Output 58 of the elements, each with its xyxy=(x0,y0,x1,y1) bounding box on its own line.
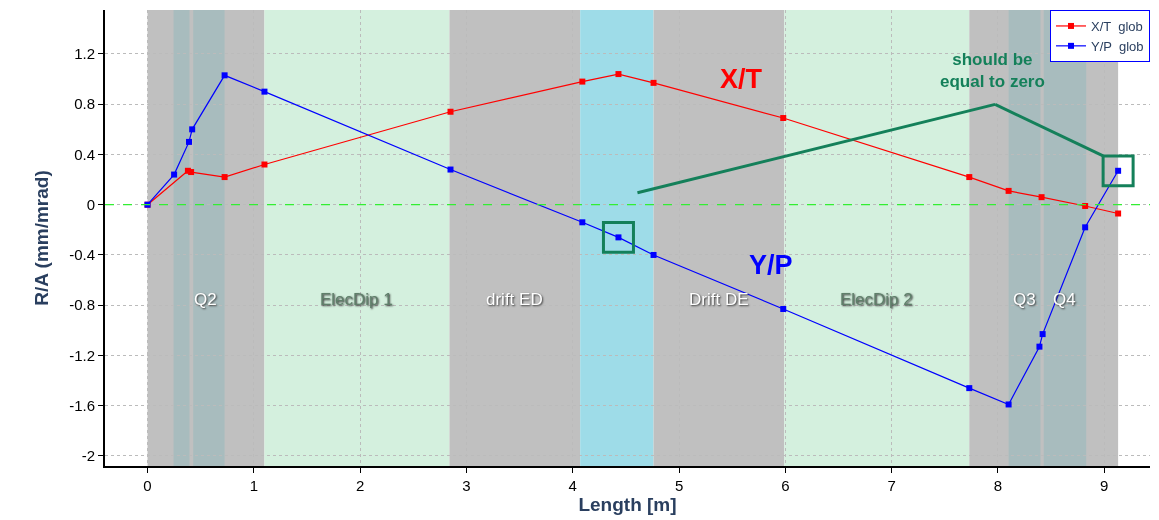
point xyxy=(1082,224,1089,231)
point xyxy=(447,108,454,115)
x-tick-label: 4 xyxy=(568,477,577,494)
x-tick-label: 7 xyxy=(887,477,896,494)
band-label: drift ED xyxy=(486,290,543,309)
point xyxy=(1115,210,1122,217)
y-tick-label: -0.4 xyxy=(69,246,95,264)
y-tick-label: 0 xyxy=(86,195,95,213)
band-label: ElecDip 2 xyxy=(840,290,913,309)
point xyxy=(579,219,586,226)
point xyxy=(1039,331,1046,338)
x-tick-label: 9 xyxy=(1100,477,1109,494)
point xyxy=(221,72,228,79)
y-tick-label: -2 xyxy=(81,447,95,465)
point xyxy=(780,115,787,122)
x-tick-label: 5 xyxy=(674,477,684,494)
y-tick-label: 0.4 xyxy=(74,145,95,163)
point xyxy=(221,174,228,181)
x-tick-label: 6 xyxy=(781,477,790,494)
x-axis-title: Length [m] xyxy=(578,494,677,515)
y-tick-label: -0.8 xyxy=(69,296,95,314)
y-tick-label: 0.8 xyxy=(74,95,95,113)
point xyxy=(579,78,586,85)
point xyxy=(1005,401,1012,408)
point xyxy=(1005,187,1012,194)
point xyxy=(261,161,268,168)
annotation: Y/P xyxy=(749,250,793,280)
band-label: ElecDip 1 xyxy=(320,290,393,309)
point xyxy=(261,88,268,95)
point xyxy=(171,171,178,178)
x-tick-label: 0 xyxy=(143,477,152,494)
point xyxy=(615,71,622,78)
point xyxy=(966,385,973,392)
legend-label: X/T glob xyxy=(1091,19,1143,35)
point xyxy=(188,169,195,176)
point xyxy=(650,79,657,86)
y-axis-title: R/A (mm/mrad) xyxy=(31,170,53,306)
band-label: Q3 xyxy=(1013,290,1036,309)
point xyxy=(447,166,454,173)
point xyxy=(966,174,973,181)
legend-label: Y/P glob xyxy=(1091,38,1144,54)
point xyxy=(189,126,196,133)
y-tick-label: -1.2 xyxy=(69,346,95,364)
point xyxy=(185,138,192,145)
band-label: Drift DE xyxy=(689,290,749,309)
x-tick-label: 2 xyxy=(355,477,365,494)
band-label: Q2 xyxy=(194,290,217,309)
annotation: should be equal to zero xyxy=(940,50,1045,92)
y-tick-label: 1.2 xyxy=(74,45,95,63)
point xyxy=(780,305,787,312)
point xyxy=(650,251,657,258)
x-tick-label: 8 xyxy=(993,477,1003,494)
y-tick-label: -1.6 xyxy=(69,396,95,414)
x-tick-label: 3 xyxy=(462,477,471,494)
x-tick-label: 1 xyxy=(249,477,258,494)
annotation: X/T xyxy=(720,64,763,94)
point xyxy=(1036,343,1043,350)
point xyxy=(1038,194,1045,201)
